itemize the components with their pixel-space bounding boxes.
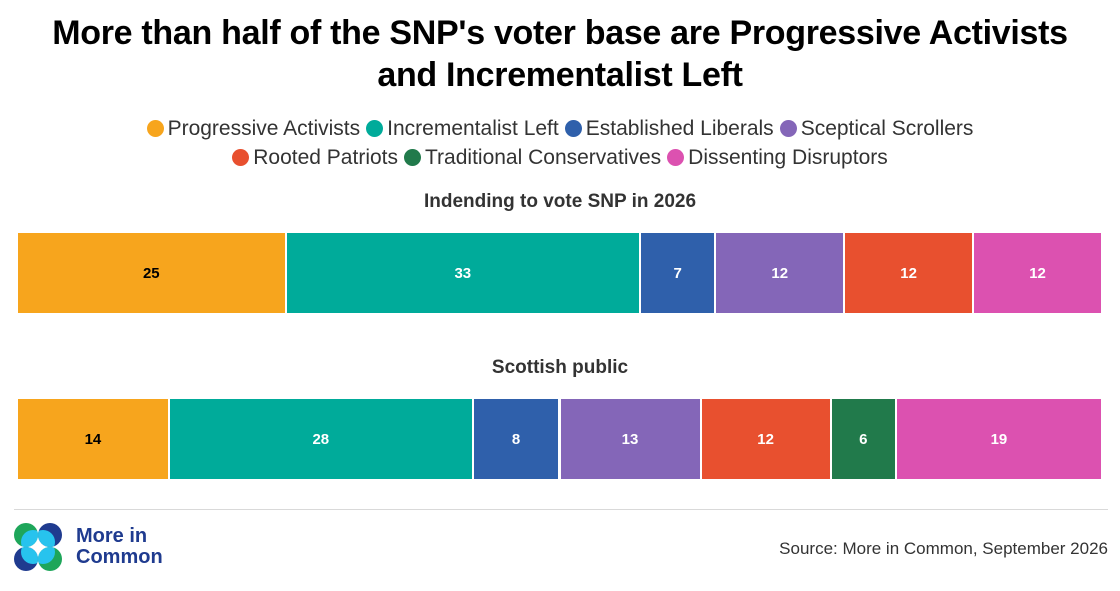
legend-dot-icon xyxy=(404,149,421,166)
stacked-bar-scottish-public: 14 28 8 13 12 6 19 xyxy=(18,399,1103,479)
legend-item: Sceptical Scrollers xyxy=(779,114,974,143)
bar-segment: 19 xyxy=(896,399,1103,479)
data-label: 33 xyxy=(454,264,472,282)
legend-dot-icon xyxy=(146,120,164,137)
data-label: 12 xyxy=(900,264,917,282)
legend-dot-icon xyxy=(564,120,582,137)
chart-title: More than half of the SNP's voter base a… xyxy=(0,12,1120,96)
legend-row: Progressive Activists Incrementalist Left… xyxy=(0,114,1120,143)
legend-label: Incrementalist Left xyxy=(387,117,559,140)
bar-segment: 12 xyxy=(716,233,846,313)
legend-label: Rooted Patriots xyxy=(253,146,398,169)
stacked-bar-snp: 25 33 7 12 12 12 xyxy=(18,233,1103,313)
logo-line-1: More in xyxy=(76,525,148,547)
data-label: 12 xyxy=(1029,264,1046,282)
bar-segment: 8 xyxy=(473,399,561,479)
bar-segment: 13 xyxy=(560,399,702,479)
source-note: Source: More in Common, September 2026 xyxy=(779,539,1108,558)
panel-title-scottish-public: Scottish public xyxy=(491,357,629,378)
legend-item: Incrementalist Left xyxy=(366,114,559,143)
bar-segment: 12 xyxy=(701,399,832,479)
legend-item: Traditional Conservatives xyxy=(404,143,661,172)
legend-dot-icon xyxy=(779,120,797,137)
legend-dot-icon xyxy=(667,149,685,166)
legend-dot-icon xyxy=(366,120,384,137)
legend-dot-icon xyxy=(232,149,250,166)
bar-segment: 12 xyxy=(974,233,1103,313)
legend-item: Established Liberals xyxy=(564,114,774,143)
legend-label: Dissenting Disruptors xyxy=(688,146,888,169)
data-label: 12 xyxy=(757,430,774,448)
logo-wordmark: More in Common xyxy=(76,526,163,568)
legend-item: Dissenting Disruptors xyxy=(667,143,888,172)
more-in-common-logo-icon xyxy=(14,523,62,571)
legend-label: Sceptical Scrollers xyxy=(800,117,974,140)
panel-title-snp: Indending to vote SNP in 2026 xyxy=(423,191,697,212)
footer-divider xyxy=(14,509,1108,510)
chart-title-line-2: and Incrementalist Left xyxy=(377,56,743,94)
data-label: 28 xyxy=(312,430,330,448)
data-label: 8 xyxy=(511,430,521,448)
logo-line-2: Common xyxy=(76,546,163,568)
legend-item: Progressive Activists xyxy=(146,114,361,143)
data-label: 6 xyxy=(859,430,868,448)
legend: Progressive Activists Incrementalist Left… xyxy=(0,114,1120,172)
legend-item: Rooted Patriots xyxy=(232,143,398,172)
legend-row: Rooted Patriots Traditional Conservatives… xyxy=(0,143,1120,172)
bar-segment: 33 xyxy=(286,233,642,313)
legend-label: Traditional Conservatives xyxy=(425,146,662,169)
data-label: 7 xyxy=(673,264,682,282)
bar-segment: 25 xyxy=(18,233,287,313)
legend-label: Established Liberals xyxy=(585,117,774,140)
bar-segment: 28 xyxy=(169,399,474,479)
data-label: 14 xyxy=(84,430,102,448)
data-label: 12 xyxy=(771,264,789,282)
bar-segment: 7 xyxy=(641,233,717,313)
bar-segment: 12 xyxy=(845,233,975,313)
bar-segment: 14 xyxy=(18,399,170,479)
data-label: 25 xyxy=(142,264,160,282)
data-label: 13 xyxy=(621,430,639,448)
chart-title-line-1: More than half of the SNP's voter base a… xyxy=(52,14,1068,52)
legend-label: Progressive Activists xyxy=(167,117,361,140)
bar-segment: 6 xyxy=(831,399,897,479)
data-label: 19 xyxy=(990,430,1008,448)
